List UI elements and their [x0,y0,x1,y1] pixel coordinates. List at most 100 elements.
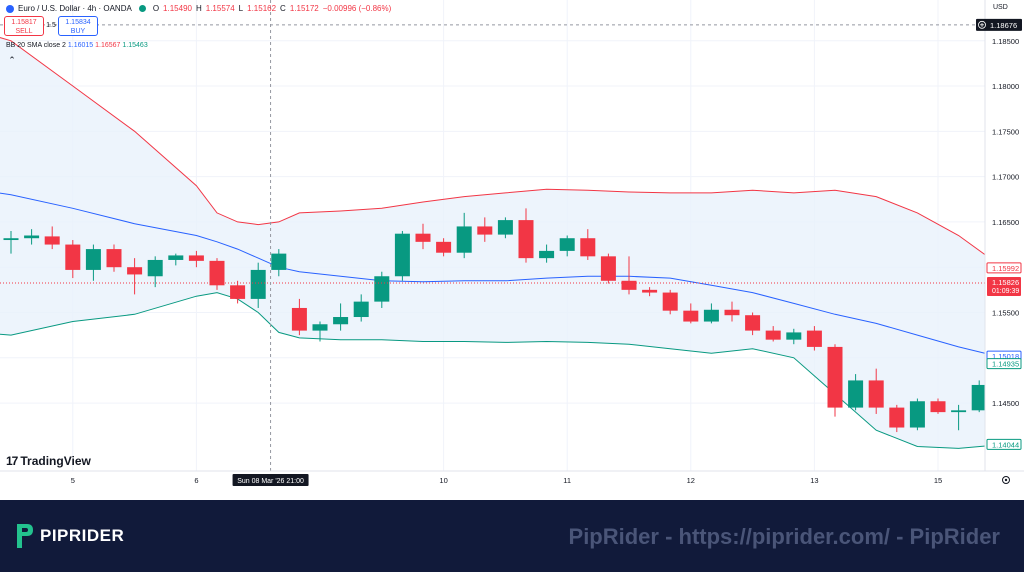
candle-body [497,220,513,235]
candle-body [456,226,472,253]
piprider-logo: PIPRIDER [14,522,124,550]
candle [600,253,616,284]
candle [3,230,19,254]
ohlc-open-label: O [152,4,160,13]
candle [724,301,740,322]
lower-band-price-tag: 1.14044 [992,440,1019,449]
candle [745,312,761,336]
market-status-icon [138,5,146,12]
time-tick-label: 11 [563,476,571,485]
price-tick-label: 1.17000 [992,173,1019,182]
candle-body [580,238,596,257]
candle-body [168,255,184,260]
crosshair-price-tag-box [976,18,1022,31]
bollinger-upper-line [0,37,1001,266]
current-price-tag-box [987,276,1021,296]
candle [333,303,349,331]
ohlc-high-label: H [195,4,202,13]
candle [539,244,555,263]
footer-banner: PIPRIDER PipRider - https://piprider.com… [0,500,1024,572]
time-tick-label: 5 [71,476,75,485]
brand-name: PIPRIDER [40,526,125,545]
watermark-text: PipRider - https://piprider.com/ - PipRi… [568,524,1000,549]
ohlc-low-label: L [238,4,244,13]
candle-body [415,233,431,242]
candle-body [44,236,60,245]
bb-indicator-legend[interactable]: BB 20 SMA close 2 1.16015 1.16567 1.1546… [6,42,148,49]
ohlc-low-value: 1.15162 [247,4,277,13]
candle [271,249,287,277]
candle [621,256,637,295]
bollinger-lower-line [0,292,1000,449]
candle [786,328,802,345]
candle-body [683,310,699,322]
tradingview-wordmark: TradingView [20,454,91,468]
candle-body [250,269,266,299]
candle-body [312,324,328,331]
gear-icon-center [1004,478,1008,482]
crosshair-price-label: 1.18676 [990,21,1017,30]
candle-body [3,238,19,241]
candle [456,212,472,259]
candle [703,303,719,324]
piprider-icon [17,524,33,548]
candle [971,380,987,413]
bb-lower-value: 1.15463 [122,42,148,49]
candle-body [724,309,740,316]
candle-body [147,259,163,277]
time-tick-label: 15 [934,476,942,485]
bollinger-bands [0,37,1001,449]
bb-upper-value: 1.16567 [95,42,121,49]
bb-middle-value: 1.16015 [67,42,94,49]
candle-body [394,233,410,277]
currency-label[interactable]: USD [993,4,1008,11]
candle [642,287,658,297]
plus-icon[interactable] [978,20,986,29]
candle [394,230,410,281]
price-tick-label: 1.17500 [992,127,1019,136]
price-tick-label: 1.14500 [992,399,1019,408]
candle [436,238,452,257]
bollinger-middle-line [0,192,1000,358]
time-tick-label: 13 [810,476,818,485]
candle [827,344,843,417]
latest-price-tag: 1.14935 [992,360,1019,369]
candle-body [477,226,493,235]
candle [868,368,884,414]
candle-body [353,301,369,318]
euro-flag-icon [6,4,14,13]
ohlc-open-value: 1.15490 [163,4,192,13]
candle-body [909,401,925,428]
candle-body [951,410,967,413]
candle [230,280,246,304]
candle [353,294,369,322]
candle-body [374,276,390,302]
sell-button[interactable]: 1.15817 SELL [4,16,44,36]
ohlc-close-label: C [280,4,286,13]
candle [683,303,699,324]
candle [580,229,596,260]
candle [806,326,822,351]
candle-body [703,309,719,322]
candle [24,229,40,245]
candle [909,398,925,431]
time-axis[interactable]: 5 6 10 11 12 13 15 Sun 08 Mar '26 21:00 [0,470,1024,486]
price-axis-bg [985,0,1024,500]
price-chart[interactable]: 1.145001.150001.155001.160001.165001.170… [0,0,1024,500]
candle-body [539,250,555,259]
crosshair-time-label: Sun 08 Mar '26 21:00 [237,478,304,485]
candle [497,217,513,239]
candle [848,374,864,411]
chevron-up-icon[interactable]: ⌃ [8,55,16,65]
candle-body [827,346,843,408]
gear-icon[interactable] [1002,476,1010,484]
candle-body [209,260,225,286]
candle [85,244,101,281]
candle [44,226,60,250]
symbol-title[interactable]: Euro / U.S. Dollar · 4h · OANDA [18,4,132,13]
price-axis[interactable]: 1.145001.150001.155001.160001.165001.170… [976,0,1024,500]
candle [168,253,184,266]
candle-body [765,330,781,340]
buy-button[interactable]: 1.15834 BUY [58,16,98,36]
tradingview-logo: 17 TradingView [6,454,91,468]
